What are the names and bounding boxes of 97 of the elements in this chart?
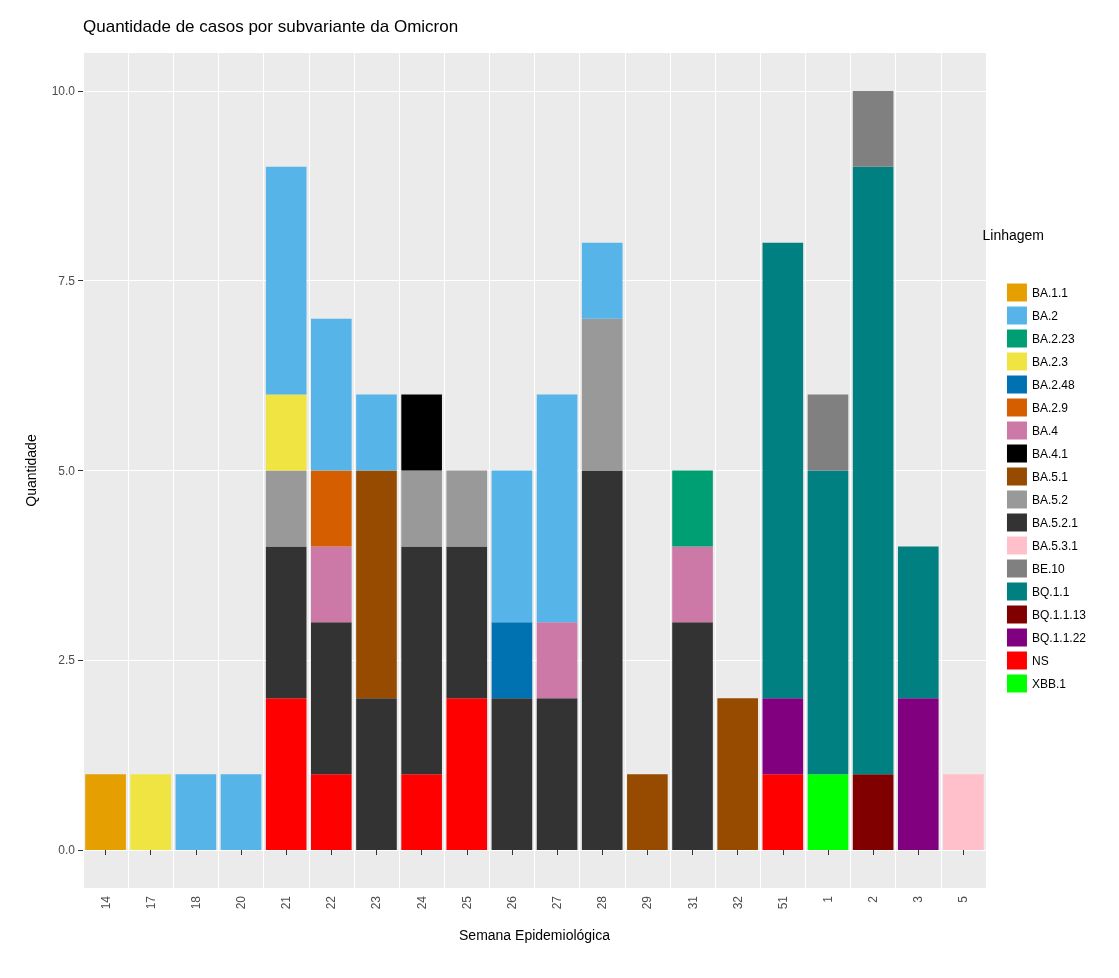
bar [446,698,488,851]
y-tick-label: 10.0 [51,83,76,98]
x-tick-label: 3 [911,895,926,903]
x-axis-title: Semana Epidemiológica [459,927,611,943]
legend-label: BA.2.3 [1031,354,1069,369]
x-tick-label: 23 [369,895,384,910]
bar [852,90,894,167]
bar [762,242,804,699]
legend-label: BA.2.23 [1031,331,1075,346]
bar [446,470,488,547]
bar [807,774,849,851]
x-tick-label: 18 [188,895,203,910]
bar [356,698,397,851]
legend-label: BA.1.1 [1031,285,1069,300]
bar [401,394,442,471]
bar [265,470,307,547]
bar [581,318,623,471]
legend-label: BA.5.3.1 [1031,538,1079,553]
bar [852,774,894,851]
bar [581,242,623,319]
bar [311,622,352,775]
bar [807,470,849,775]
bar [672,546,713,623]
legend-label: NS [1031,653,1049,668]
bar [265,166,307,395]
bar [311,546,352,623]
legend-label: BA.4.1 [1031,446,1069,461]
x-tick-label: 51 [775,895,790,910]
x-tick-label: 17 [143,895,158,910]
x-tick-label: 29 [640,895,655,910]
bar [807,394,849,471]
legend-label: BA.2.9 [1031,400,1069,415]
x-tick-label: 2 [866,895,881,903]
chart-title: Quantidade de casos por subvariante da Omicron [83,17,459,36]
legend-label: BA.2 [1031,308,1059,323]
legend-label: BE.10 [1031,561,1065,576]
y-axis-title: Quantidade [23,434,39,507]
legend-label: XBB.1 [1031,676,1067,691]
bar [401,774,442,851]
bar [627,774,668,851]
bar [265,394,307,471]
bar [672,622,713,851]
legend-label: BQ.1.1.13 [1031,607,1087,622]
x-tick-label: 28 [595,895,610,910]
bar [265,698,307,851]
legend-label: BA.5.2.1 [1031,515,1079,530]
bar [311,470,352,547]
x-tick-label: 31 [685,895,700,910]
bar [762,698,804,775]
legend-label: BQ.1.1 [1031,584,1070,599]
bar [536,698,578,851]
bar [401,546,442,775]
bar [175,774,217,851]
y-tick-label: 5.0 [58,463,76,478]
x-tick-label: 1 [820,895,835,903]
bar [943,774,984,851]
x-tick-label: 20 [234,895,249,910]
x-tick-label: 5 [956,895,971,903]
legend-label: BA.2.48 [1031,377,1075,392]
legend-label: BQ.1.1.22 [1031,630,1087,645]
bar [491,470,533,623]
y-tick-label: 0.0 [58,843,76,858]
bar [311,774,352,851]
bar [536,622,578,699]
bar [356,394,397,471]
bar [581,470,623,851]
bar [536,394,578,623]
bar [897,546,939,699]
y-tick-label: 7.5 [58,273,76,288]
bar [356,470,397,699]
x-tick-label: 32 [730,895,745,910]
bar [491,698,533,851]
bar [130,774,172,851]
y-tick-label: 2.5 [58,653,76,668]
legend-label: BA.4 [1031,423,1059,438]
bar [762,774,804,851]
x-tick-label: 21 [279,895,294,910]
x-tick-label: 25 [459,895,474,910]
x-tick-label: 14 [98,895,113,910]
bar [852,166,894,775]
bar [401,470,442,547]
bar [897,698,939,851]
legend-title: Linhagem [982,227,1045,243]
bar [446,546,488,699]
x-tick-label: 24 [414,895,429,910]
bar [85,774,126,851]
x-tick-label: 27 [550,895,565,910]
x-tick-label: 26 [504,895,519,910]
bar [717,698,758,851]
bar [265,546,307,699]
bar [220,774,262,851]
bar [672,470,713,547]
legend-label: BA.5.1 [1031,469,1069,484]
bar [491,622,533,699]
legend-label: BA.5.2 [1031,492,1069,507]
bar [311,318,352,471]
x-tick-label: 22 [324,895,339,910]
